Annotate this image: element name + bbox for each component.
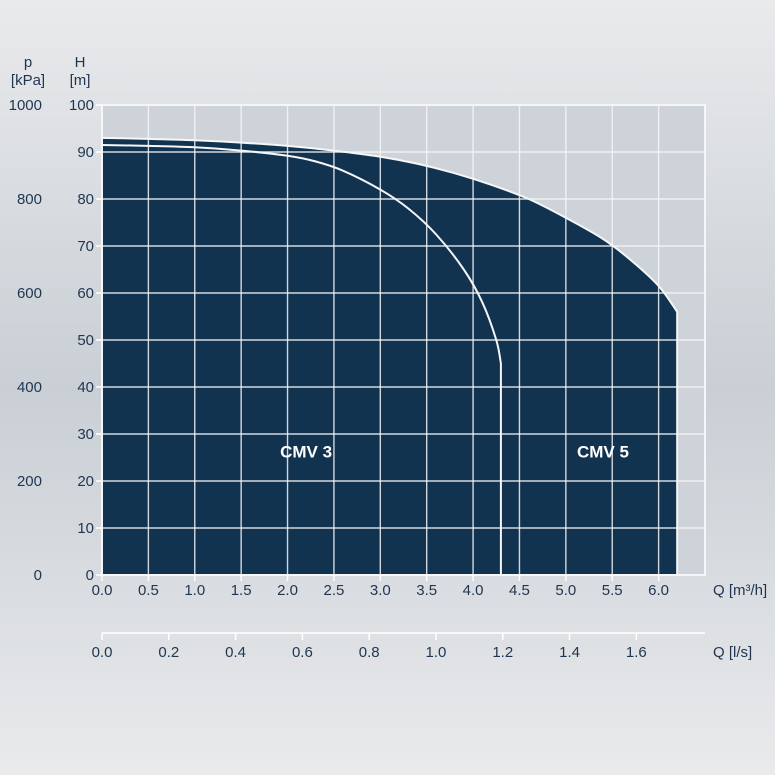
x-tick-label-m3h: 2.0 <box>277 582 298 599</box>
y-tick-label-H: 40 <box>77 379 94 396</box>
chart-svg: CMV 3CMV 50102030405060708090100H[m]0200… <box>0 0 775 775</box>
x-tick-label-ls: 1.6 <box>626 644 647 661</box>
x-tick-label-ls: 0.4 <box>225 644 246 661</box>
y-tick-label-H: 100 <box>69 97 94 114</box>
y-tick-label-p: 200 <box>17 473 42 490</box>
x-tick-label-m3h: 1.0 <box>184 582 205 599</box>
y-tick-label-H: 20 <box>77 473 94 490</box>
y-tick-label-H: 30 <box>77 426 94 443</box>
x-tick-label-m3h: 5.0 <box>555 582 576 599</box>
x-tick-label-m3h: 5.5 <box>602 582 623 599</box>
x-tick-label-ls: 1.2 <box>492 644 513 661</box>
y-tick-label-H: 80 <box>77 191 94 208</box>
x-tick-label-ls: 0.0 <box>92 644 113 661</box>
x-tick-label-ls: 1.0 <box>426 644 447 661</box>
x-title-m3h: Q [m³/h] <box>713 582 767 599</box>
series-label: CMV 3 <box>280 443 332 462</box>
series-label: CMV 5 <box>577 443 629 462</box>
x-tick-label-m3h: 3.0 <box>370 582 391 599</box>
x-tick-label-ls: 0.6 <box>292 644 313 661</box>
y-tick-label-H: 70 <box>77 238 94 255</box>
x-tick-label-m3h: 4.0 <box>463 582 484 599</box>
y-tick-label-H: 90 <box>77 144 94 161</box>
y-tick-label-p: 400 <box>17 379 42 396</box>
y-tick-label-p: 0 <box>34 567 42 584</box>
y-title-p-unit: [kPa] <box>11 72 45 89</box>
y-tick-label-H: 60 <box>77 285 94 302</box>
x-tick-label-m3h: 0.0 <box>92 582 113 599</box>
y-tick-label-p: 600 <box>17 285 42 302</box>
y-title-p: p <box>24 54 32 71</box>
chart-container: CMV 3CMV 50102030405060708090100H[m]0200… <box>0 0 775 775</box>
x-tick-label-m3h: 2.5 <box>323 582 344 599</box>
x-tick-label-m3h: 1.5 <box>231 582 252 599</box>
x-tick-label-ls: 1.4 <box>559 644 580 661</box>
y-tick-label-p: 800 <box>17 191 42 208</box>
y-tick-label-H: 50 <box>77 332 94 349</box>
x-tick-label-ls: 0.2 <box>158 644 179 661</box>
x-tick-label-ls: 0.8 <box>359 644 380 661</box>
x-tick-label-m3h: 6.0 <box>648 582 669 599</box>
x-tick-label-m3h: 3.5 <box>416 582 437 599</box>
y-title-H: H <box>75 54 86 71</box>
y-title-H-unit: [m] <box>70 72 91 89</box>
x-tick-label-m3h: 4.5 <box>509 582 530 599</box>
y-tick-label-H: 10 <box>77 520 94 537</box>
x-title-ls: Q [l/s] <box>713 644 752 661</box>
y-tick-label-p: 1000 <box>9 97 42 114</box>
x-tick-label-m3h: 0.5 <box>138 582 159 599</box>
